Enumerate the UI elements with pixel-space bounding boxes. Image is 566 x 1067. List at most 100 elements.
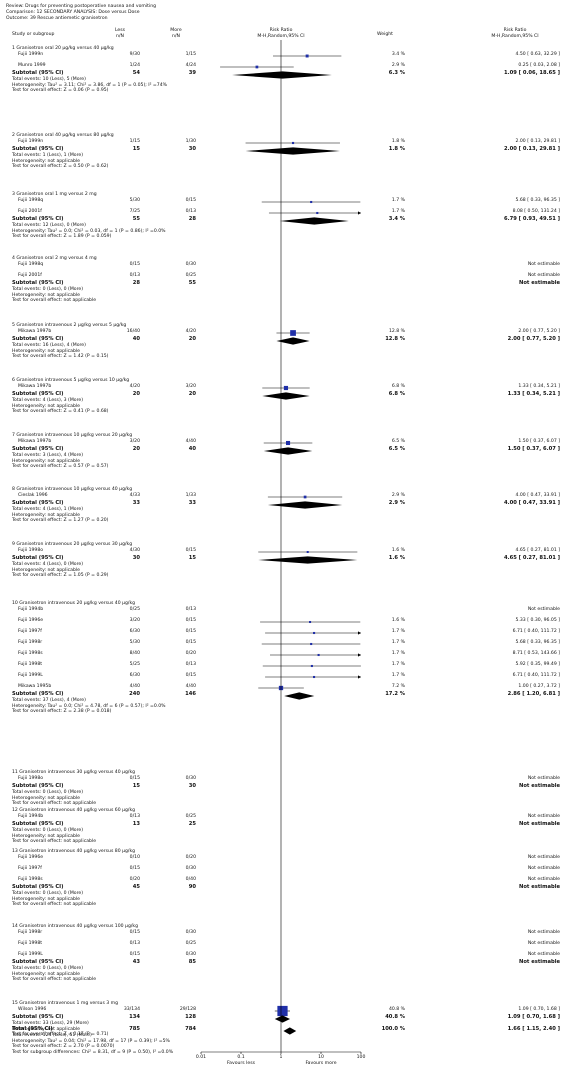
subtotal-exp: 240 [129, 691, 140, 697]
subgroup-note: Total events: 12 (Less), 0 (More) [12, 223, 86, 228]
subgroup-note: Test for overall effect: Z = 1.05 (P = 0… [12, 573, 109, 578]
subtotal-exp: 20 [132, 391, 140, 397]
study-ctrl-events: 4/20 [185, 329, 196, 334]
study-estimate: Not estimable [527, 814, 560, 819]
col-study: Study or subgroup [12, 32, 55, 37]
subtotal-exp: 40 [132, 336, 140, 342]
study-ctrl-events: 0/13 [185, 209, 196, 214]
study-exp-events: 7/25 [129, 209, 140, 214]
study-exp-events: 3/20 [129, 439, 140, 444]
study-weight: 7.2 % [391, 684, 405, 689]
subgroup-note: Test for overall effect: Z = 1.27 (P = 0… [12, 518, 109, 523]
col-weight: Weight [376, 32, 393, 37]
study-name: Fujii 1996e [18, 855, 44, 860]
subgroup-note: Test for overall effect: not applicable [12, 801, 97, 806]
favours-right-label: Favours more [305, 1061, 337, 1066]
subtotal-estimate: 1.50 [ 0.37, 6.07 ] [507, 446, 560, 452]
subtotal-exp: 15 [132, 783, 140, 789]
study-row-5-0-marker [283, 385, 289, 391]
study-row-0-0-marker [305, 54, 309, 58]
subgroup-note: Heterogeneity: Tau² = 3.11; Chi² = 3.86,… [12, 82, 167, 88]
total-note: Test for overall effect: Z = 2.70 (P = 0… [12, 1044, 115, 1049]
study-row-14-0-marker [277, 1005, 288, 1017]
study-exp-events: 0/15 [129, 866, 140, 871]
study-ctrl-events: 0/30 [185, 952, 196, 957]
study-ctrl-events: 1/30 [185, 139, 196, 144]
subtotal-ctrl: 28 [188, 216, 196, 222]
study-ctrl-events: 0/20 [185, 855, 196, 860]
study-row-9-6-arrow [358, 675, 361, 679]
study-exp-events: 0/15 [129, 776, 140, 781]
study-weight: 1.8 % [391, 139, 405, 144]
subgroup-note: Heterogeneity: Tau² = 0.0; Chi² = 4.78, … [12, 703, 166, 709]
study-exp-events: 4/30 [129, 548, 140, 553]
study-exp-events: 33/134 [123, 1007, 140, 1012]
study-ctrl-events: 4/24 [185, 63, 196, 68]
study-ctrl-events: 0/25 [185, 941, 196, 946]
subtotal-weight: 12.8 % [385, 336, 405, 342]
study-name: Mikawa 1997b [18, 329, 52, 334]
study-exp-events: 0/13 [129, 273, 140, 278]
study-estimate: Not estimable [527, 952, 560, 957]
subgroup-note: Heterogeneity: not applicable [12, 567, 80, 573]
study-weight: 1.7 % [391, 640, 405, 645]
x-tick-label: 1 [279, 1055, 283, 1060]
study-ctrl-events: 0/15 [185, 198, 196, 203]
study-estimate: 5.33 [ 0.30, 96.05 ] [515, 618, 561, 623]
study-row-0-1-marker [255, 65, 259, 69]
study-ctrl-events: 29/128 [179, 1007, 196, 1012]
subgroup-note: Heterogeneity: not applicable [12, 971, 80, 977]
subtotal-label: Subtotal (95% CI) [12, 884, 64, 890]
study-row-2-1-marker [316, 211, 319, 215]
subgroup-note: Test for overall effect: Z = 0.06 (P = 0… [12, 88, 109, 93]
subgroup-note: Total events: 0 (Less), 0 (More) [12, 828, 84, 833]
study-ctrl-events: 0/30 [185, 262, 196, 267]
study-exp-events: 3/20 [129, 618, 140, 623]
study-weight: 2.9 % [391, 493, 405, 498]
study-exp-events: 4/20 [129, 384, 140, 389]
study-weight: 1.7 % [391, 651, 405, 656]
study-estimate: Not estimable [527, 855, 560, 860]
study-weight: 1.6 % [391, 548, 405, 553]
subgroup-title: 14 Granisetron intravenous 40 µg/kg vers… [12, 924, 138, 929]
study-name: Fujii 1998o [18, 776, 44, 781]
study-estimate: 1.50 [ 0.37, 6.07 ] [518, 439, 560, 444]
study-estimate: 8.71 [ 0.53, 143.66 ] [512, 651, 560, 656]
subgroup-note: Total events: 0 (Less), 0 (More) [12, 891, 84, 896]
subtotal-label: Subtotal (95% CI) [12, 1014, 64, 1020]
subgroup-note: Heterogeneity: Tau² = 0.0; Chi² = 0.03, … [12, 228, 166, 234]
subtotal-estimate: 4.65 [ 0.27, 81.01 ] [504, 555, 560, 561]
subtotal-estimate: Not estimable [519, 821, 560, 827]
subgroup-title: 15 Granisetron intravenous 1 mg versus 3… [12, 1001, 119, 1006]
study-exp-events: 1/15 [129, 139, 140, 144]
total-note: Heterogeneity: Tau² = 0.04; Chi² = 17.98… [12, 1038, 170, 1044]
subtotal-label: Subtotal (95% CI) [12, 783, 64, 789]
study-exp-events: 0/25 [129, 607, 140, 612]
study-ctrl-events: 1/15 [185, 52, 196, 57]
subtotal-estimate: 2.00 [ 0.13, 29.81 ] [504, 146, 560, 152]
col-rr-plot-sub: M-H,Random,95% CI [257, 34, 305, 39]
study-ctrl-events: 0/30 [185, 866, 196, 871]
study-weight: 6.5 % [391, 439, 405, 444]
subtotal-estimate: Not estimable [519, 280, 560, 286]
subtotal-weight: 1.8 % [388, 146, 405, 152]
subgroup-note: Total events: 0 (Less), 0 (More) [12, 790, 84, 795]
subgroup-note: Test for overall effect: not applicable [12, 902, 97, 907]
subtotal-estimate: 2.86 [ 1.20, 6.81 ] [507, 691, 560, 697]
subtotal-estimate: 1.09 [ 0.06, 18.65 ] [504, 70, 560, 76]
subgroup-note: Total events: 4 (Less), 0 (More) [12, 562, 84, 567]
study-row-7-0-marker [303, 495, 307, 499]
subtotal-ctrl: 20 [188, 391, 196, 397]
subgroup-note: Heterogeneity: not applicable [12, 1026, 80, 1032]
subgroup-note: Heterogeneity: not applicable [12, 512, 80, 518]
study-name: Mikawa 1997b [18, 439, 52, 444]
study-weight: 1.7 % [391, 662, 405, 667]
subgroup-note: Test for overall effect: Z = 1.42 (P = 0… [12, 354, 109, 359]
subtotal-diamond-1 [245, 147, 340, 155]
study-ctrl-events: 0/15 [185, 673, 196, 678]
col-rr-plot: Risk Ratio [269, 28, 293, 33]
study-name: Fujii 1998s [18, 651, 43, 656]
subtotal-exp: 30 [132, 555, 140, 561]
study-exp-events: 0/13 [129, 941, 140, 946]
